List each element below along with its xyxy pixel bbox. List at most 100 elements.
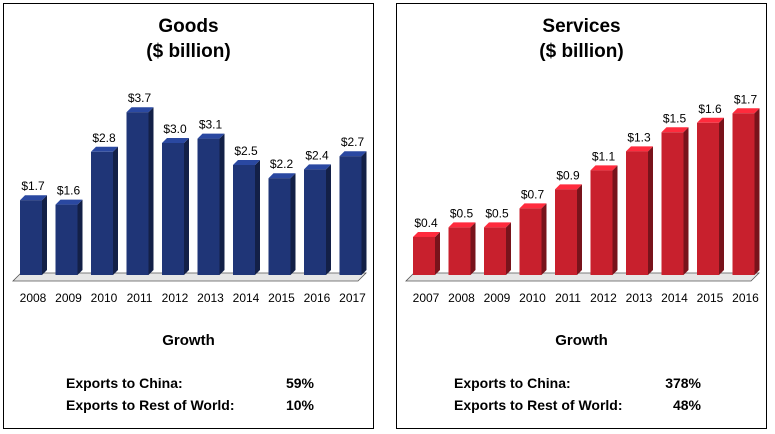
goods-bar-side [113,146,118,275]
services-bar-side [435,231,440,275]
services-bar-side [683,127,689,275]
services-bar-top [626,146,653,152]
goods-bar [268,178,291,275]
goods-bar-side [255,160,260,275]
services-bar [590,170,613,275]
goods-bar-side [361,151,367,275]
goods-bar-top [233,160,260,165]
services-data-label: $0.5 [485,206,509,220]
services-bar [555,189,577,275]
services-tick-label: 2011 [555,291,581,305]
goods-data-label: $2.4 [305,148,329,162]
goods-data-label: $3.1 [199,118,223,132]
services-subtitle: ($ billion) [539,41,624,62]
services-data-label: $1.7 [734,92,758,106]
services-tick-label: 2010 [519,291,546,305]
services-data-label: $1.6 [698,102,722,116]
goods-panel: Goods ($ billion) $1.7 2008 $1.6 2009 $2.8 20… [3,3,374,429]
services-tick-label: 2015 [697,291,724,305]
services-bar-top [590,165,618,171]
goods-data-label: $3.0 [163,122,187,136]
goods-bar-top [339,151,367,157]
services-bar-side [541,203,547,275]
goods-tick-label: 2016 [304,291,331,305]
goods-bar-top [55,199,83,205]
services-data-label: $1.1 [592,149,616,163]
services-growth-title: Growth [555,332,608,349]
goods-bar-top [304,164,331,170]
goods-bar [126,112,149,275]
services-growth-china-value: 378% [665,375,701,391]
services-bar-top [555,184,582,190]
services-bar-side [612,165,618,275]
goods-bar [233,165,255,275]
goods-bar-side [77,199,83,275]
services-title: Services [542,16,621,37]
services-panel: Services ($ billion) $0.4 2007 $0.5 2008 $0.… [396,3,767,429]
goods-tick-label: 2011 [127,291,153,305]
goods-bar-side [326,164,331,275]
services-bar-side [577,184,582,275]
services-data-label: $0.4 [414,216,438,230]
goods-tick-label: 2008 [20,291,47,305]
goods-bar-side [184,138,189,275]
goods-data-label: $2.8 [92,131,116,145]
goods-growth-row-label: Exports to Rest of World: [66,397,235,413]
goods-tick-label: 2013 [197,291,224,305]
services-bar-side [719,117,724,275]
goods-data-label: $2.7 [341,135,365,149]
services-tick-label: 2014 [661,291,688,305]
services-tick-label: 2009 [484,291,511,305]
services-bar-top [484,222,511,228]
goods-tick-label: 2017 [339,291,366,305]
services-tick-label: 2012 [590,291,617,305]
services-data-label: $0.7 [521,187,545,201]
goods-subtitle: ($ billion) [146,41,231,62]
goods-bar [339,156,362,275]
services-bar-side [754,108,760,276]
goods-bar-side [148,107,154,275]
goods-bar-top [162,138,189,143]
services-bar [626,151,648,275]
goods-tick-label: 2010 [91,291,118,305]
goods-bar-top [268,173,296,179]
services-data-label: $1.5 [663,111,687,125]
services-bar-side [648,146,653,275]
goods-data-label: $1.7 [21,179,45,193]
goods-growth-china-label: Exports to China: [66,375,183,391]
goods-tick-label: 2009 [55,291,82,305]
goods-bar-chart: $1.7 2008 $1.6 2009 $2.8 2010 $3.7 2011 $3.0 2012… [12,91,367,305]
services-bar-side [470,222,476,275]
services-tick-label: 2008 [448,291,475,305]
services-bar [697,122,719,275]
services-bar-side [506,222,511,275]
services-bar-top [519,203,547,209]
goods-growth-china-value: 59% [285,375,314,391]
goods-bar [91,151,113,275]
services-bar-chart: $0.4 2007 $0.5 2008 $0.5 2009 $0.7 2010 $0.9 2011… [405,92,760,305]
goods-bar [197,138,220,275]
services-growth-row-label: Exports to Rest of World: [454,397,623,413]
services-bar [519,208,542,275]
goods-bar-top [91,146,118,152]
services-tick-label: 2013 [626,291,653,305]
goods-bar [304,169,326,275]
services-bar-top [413,231,440,237]
goods-bar-top [20,195,47,201]
goods-bar-side [42,195,47,275]
goods-growth-title: Growth [162,332,215,349]
goods-bar [55,204,78,275]
services-data-label: $0.9 [556,168,580,182]
services-bar-top [732,108,760,114]
services-bar [413,236,435,275]
services-growth-china-label: Exports to China: [454,375,571,391]
goods-growth-row-value: 10% [285,397,314,413]
goods-bar-top [126,107,154,113]
goods-data-label: $2.2 [270,157,294,171]
goods-title: Goods [158,16,219,37]
services-bar [484,227,506,275]
services-data-label: $1.3 [627,130,651,144]
goods-bar [162,143,184,275]
services-tick-label: 2007 [413,291,440,305]
goods-bar-side [219,133,225,275]
